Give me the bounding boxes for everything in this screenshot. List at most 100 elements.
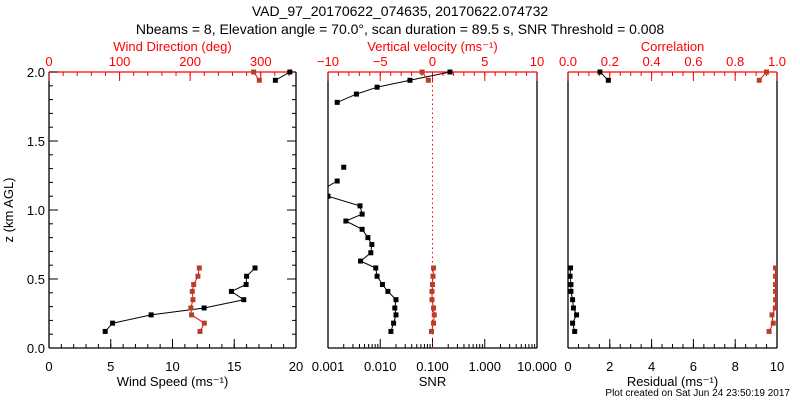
bottom-tick-label: 1.000 — [468, 359, 501, 374]
bottom-tick-label: 5 — [107, 359, 114, 374]
data-point-marker — [773, 265, 777, 271]
data-point-marker — [241, 297, 247, 303]
data-point-marker — [358, 258, 364, 264]
data-point-marker — [343, 218, 349, 224]
data-point-marker — [431, 320, 437, 326]
data-point-marker — [272, 77, 278, 83]
data-point-marker — [197, 328, 203, 334]
data-point-marker — [764, 69, 770, 75]
data-point-marker — [769, 312, 775, 318]
bottom-tick-label: 10.000 — [517, 359, 557, 374]
bottom-tick-label: 10 — [770, 359, 784, 374]
data-point-marker — [353, 91, 359, 97]
data-point-marker — [393, 297, 399, 303]
series-vertical-velocity — [419, 69, 437, 334]
data-point-marker — [256, 77, 262, 83]
data-point-marker — [228, 288, 234, 294]
data-point-marker — [568, 265, 574, 271]
bottom-tick-label: 8 — [732, 359, 739, 374]
top-tick-label: 0.6 — [684, 54, 702, 69]
top-tick-label: 0.8 — [726, 54, 744, 69]
data-point-marker — [191, 282, 197, 288]
bottom-tick-label: 0.100 — [416, 359, 449, 374]
data-point-marker — [429, 288, 435, 294]
data-point-marker — [334, 178, 340, 184]
data-point-marker — [188, 305, 194, 311]
top-tick-label: 0.0 — [559, 54, 577, 69]
series-line-segment — [104, 267, 256, 332]
top-axis-title: Wind Direction (deg) — [113, 39, 232, 54]
data-point-marker — [572, 328, 578, 334]
bottom-tick-label: 0.010 — [364, 359, 397, 374]
top-tick-label: −5 — [373, 54, 388, 69]
panel-1: 0 5 10 15 20 Wind Speed (ms⁻¹) 0 100 200 300 Wind … — [1, 39, 303, 389]
data-point-marker — [365, 235, 371, 241]
data-point-marker — [431, 312, 437, 318]
data-point-marker — [189, 288, 195, 294]
top-tick-label: 1.0 — [768, 54, 786, 69]
data-point-marker — [773, 273, 777, 279]
data-point-marker — [357, 203, 363, 209]
data-point-marker — [770, 320, 776, 326]
data-point-marker — [431, 265, 437, 271]
data-point-marker — [148, 312, 154, 318]
data-point-marker — [756, 77, 762, 83]
figure-subtitle: Nbeams = 8, Elevation angle = 70.0°, sca… — [136, 21, 665, 37]
data-point-marker — [429, 297, 435, 303]
data-point-marker — [110, 320, 116, 326]
data-point-marker — [425, 77, 431, 83]
top-tick-label: 0.2 — [601, 54, 619, 69]
panel-2: 0.001 0.010 0.100 1.000 10.000 SNR −10 −5 0 5 10 Ve… — [312, 39, 557, 389]
data-point-marker — [201, 320, 207, 326]
data-point-marker — [359, 211, 365, 217]
data-point-marker — [392, 305, 398, 311]
data-point-marker — [244, 273, 250, 279]
top-tick-label: 10 — [530, 54, 544, 69]
data-point-marker — [570, 297, 576, 303]
data-point-marker — [570, 305, 576, 311]
data-point-marker — [430, 273, 436, 279]
bottom-tick-label: 6 — [690, 359, 697, 374]
data-point-marker — [393, 312, 399, 318]
data-point-marker — [568, 282, 574, 288]
data-point-marker — [388, 328, 394, 334]
data-point-marker — [252, 265, 258, 271]
top-tick-label: 200 — [179, 54, 201, 69]
bottom-tick-label: 2 — [606, 359, 613, 374]
bottom-axis-title: Residual (ms⁻¹) — [627, 374, 718, 389]
data-point-marker — [570, 320, 576, 326]
series-line-segment — [337, 71, 451, 103]
data-point-marker — [373, 265, 379, 271]
panel-3: 0 2 4 6 8 10 Residual (ms⁻¹) 0.0 0.2 0.4 0.6 0.8 1.0… — [559, 39, 786, 389]
data-point-marker — [341, 164, 347, 170]
top-axis-title: Vertical velocity (ms⁻¹) — [367, 39, 497, 54]
data-point-marker — [431, 305, 437, 311]
data-point-marker — [772, 305, 777, 311]
data-point-marker — [428, 328, 434, 334]
y-axis-title: z (km AGL) — [1, 177, 16, 242]
y-tick-label: 1.5 — [27, 134, 45, 149]
data-point-marker — [195, 273, 201, 279]
plot-created-footer: Plot created on Sat Jun 24 23:50:19 2017 — [605, 388, 790, 399]
bottom-axis-title: Wind Speed (ms⁻¹) — [117, 374, 229, 389]
bottom-tick-label: 0 — [45, 359, 52, 374]
data-point-marker — [189, 312, 195, 318]
bottom-axis-title: SNR — [419, 374, 446, 389]
bottom-tick-label: 0 — [564, 359, 571, 374]
data-point-marker — [374, 273, 380, 279]
data-point-marker — [379, 282, 385, 288]
data-point-marker — [773, 282, 777, 288]
data-point-marker — [407, 77, 413, 83]
series-correlation — [756, 69, 777, 334]
y-tick-label: 0.0 — [27, 341, 45, 356]
data-point-marker — [419, 69, 425, 75]
y-tick-label: 2.0 — [27, 65, 45, 80]
top-axis-title: Correlation — [641, 39, 705, 54]
series-snr — [328, 69, 453, 334]
bottom-tick-label: 15 — [227, 359, 241, 374]
data-point-marker — [605, 77, 611, 83]
data-point-marker — [287, 69, 293, 75]
data-point-marker — [773, 288, 777, 294]
data-point-marker — [773, 297, 777, 303]
